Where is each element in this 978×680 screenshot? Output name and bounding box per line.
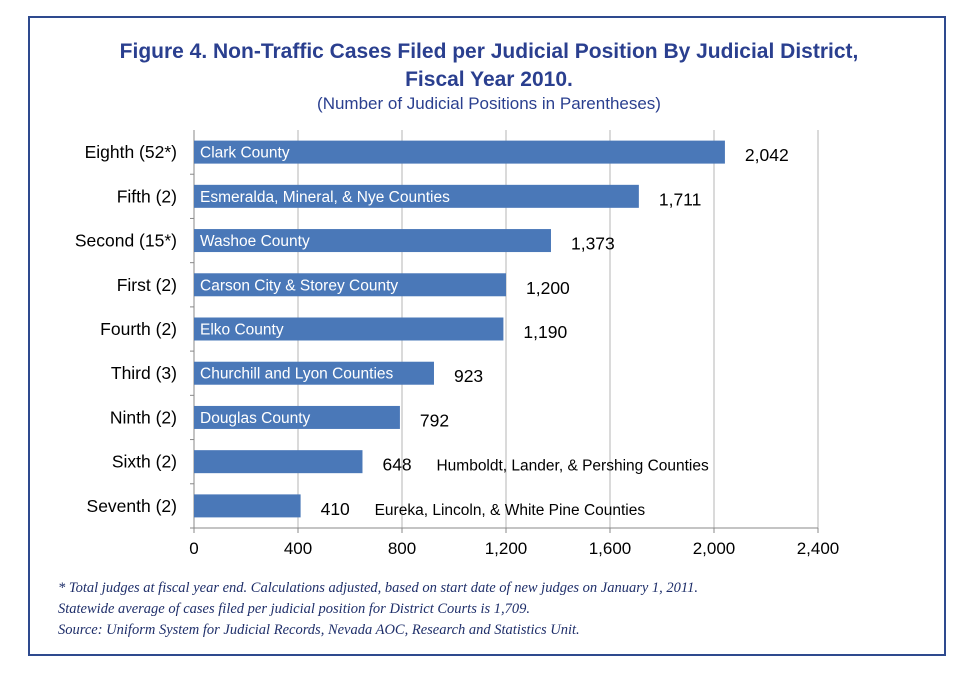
value-label: 410 — [321, 499, 350, 519]
value-label: 1,190 — [523, 322, 567, 342]
x-tick-label: 800 — [388, 539, 416, 558]
value-label: 2,042 — [745, 145, 789, 165]
bar — [194, 405, 400, 429]
footnote-statewide-average: Statewide average of cases filed per jud… — [58, 601, 531, 617]
footnote-source: Source: Uniform System for Judicial Reco… — [58, 622, 580, 638]
bar — [194, 361, 434, 385]
x-tick-label: 2,400 — [797, 539, 840, 558]
category-label: Second (15*) — [75, 231, 177, 251]
category-label: Seventh (2) — [87, 496, 177, 516]
bar-inside-label: Clark County — [200, 145, 290, 162]
value-label: 792 — [420, 410, 449, 430]
chart-title: Figure 4. Non-Traffic Cases Filed per Ju… — [30, 38, 948, 94]
bar-inside-label: Douglas County — [200, 410, 311, 427]
category-label: Fourth (2) — [100, 319, 177, 339]
bar-inside-label: Churchill and Lyon Counties — [200, 366, 394, 383]
bar-outside-label: Eureka, Lincoln, & White Pine Counties — [375, 502, 646, 519]
x-tick-label: 2,000 — [693, 539, 736, 558]
bar — [194, 450, 363, 474]
x-tick-label: 1,200 — [485, 539, 528, 558]
value-label: 923 — [454, 366, 483, 386]
bar-inside-label: Esmeralda, Mineral, & Nye Counties — [200, 189, 450, 206]
bar — [194, 317, 504, 341]
x-tick-label: 1,600 — [589, 539, 632, 558]
category-label: Fifth (2) — [117, 186, 177, 206]
value-label: 1,200 — [526, 278, 570, 298]
x-tick-label: 400 — [284, 539, 312, 558]
bar — [194, 229, 551, 253]
bar-chart: 0 400 800 1,200 1,600 2,000 2,400 Eighth (52*) C… — [75, 130, 840, 558]
value-label: 1,711 — [659, 189, 702, 209]
bar-outside-label: Humboldt, Lander, & Pershing Counties — [436, 458, 709, 475]
bar-inside-label: Elko County — [200, 322, 284, 339]
bar-inside-label: Washoe County — [200, 233, 310, 250]
category-label: Eighth (52*) — [85, 142, 177, 162]
category-label: Ninth (2) — [110, 407, 177, 427]
value-label: 1,373 — [571, 234, 615, 254]
bar — [194, 273, 506, 297]
bar — [194, 140, 725, 164]
chart-subtitle: (Number of Judicial Positions in Parenth… — [317, 94, 661, 113]
category-label: Third (3) — [111, 363, 177, 383]
category-label: Sixth (2) — [112, 452, 177, 472]
bar-inside-label: Carson City & Storey County — [200, 277, 398, 294]
chart-title-line1: Figure 4. Non-Traffic Cases Filed per Ju… — [119, 40, 859, 63]
x-tick-label: 0 — [189, 539, 198, 558]
footnote-judges: * Total judges at fiscal year end. Calcu… — [58, 580, 698, 596]
category-label: First (2) — [117, 275, 177, 295]
bar — [194, 494, 301, 518]
chart-title-line2: Fiscal Year 2010. — [405, 68, 573, 91]
value-label: 648 — [382, 455, 411, 475]
figure-frame: Figure 4. Non-Traffic Cases Filed per Ju… — [28, 16, 946, 656]
bar — [194, 184, 639, 208]
footnotes: * Total judges at fiscal year end. Calcu… — [58, 578, 938, 641]
